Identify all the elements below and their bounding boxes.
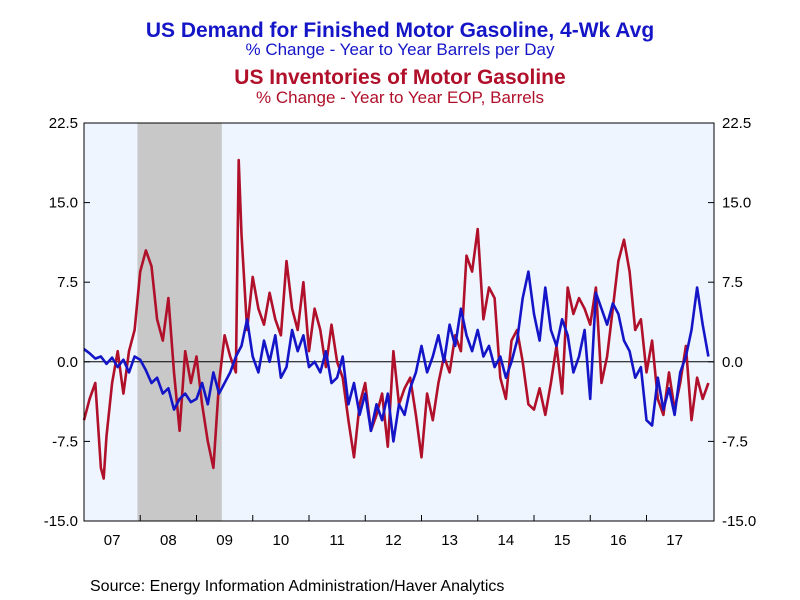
x-tick-label: 11 [329,532,345,549]
y-tick-label-right: 22.5 [722,115,751,132]
chart-subtitle-inventories: % Change - Year to Year EOP, Barrels [256,88,544,107]
chart-title-inventories: US Inventories of Motor Gasoline [234,66,566,89]
y-tick-label-left: 7.5 [57,274,78,291]
y-tick-label-left: 22.5 [49,115,78,132]
chart-title-demand: US Demand for Finished Motor Gasoline, 4… [145,19,655,42]
recession-band [137,123,222,521]
y-tick-label-right: 15.0 [722,195,751,212]
source-note: Source: Energy Information Administratio… [90,578,505,595]
y-tick-label-left: -7.5 [52,433,78,450]
x-tick-label: 14 [498,532,515,549]
y-tick-label-right: 0.0 [722,354,743,371]
series-line-inventories [82,158,710,480]
x-tick-label: 13 [441,532,458,549]
y-tick-label-right: 7.5 [722,274,743,291]
y-tick-label-left: 0.0 [57,354,78,371]
x-tick-label: 10 [273,532,290,549]
y-tick-label-right: -15.0 [722,513,756,530]
x-tick-label: 16 [610,532,627,549]
chart-subtitle-demand: % Change - Year to Year Barrels per Day [245,40,555,59]
y-tick-label-right: -7.5 [722,433,748,450]
y-tick-label-left: 15.0 [49,195,78,212]
x-tick-label: 17 [666,532,683,549]
x-tick-label: 09 [216,532,233,549]
plot-frame [83,122,715,522]
x-tick-label: 08 [160,532,177,549]
x-tick-label: 12 [385,532,402,549]
y-tick-label-left: -15.0 [44,513,78,530]
x-tick-label: 15 [554,532,571,549]
series-line-demand [83,270,710,443]
x-tick-label: 07 [104,532,121,549]
